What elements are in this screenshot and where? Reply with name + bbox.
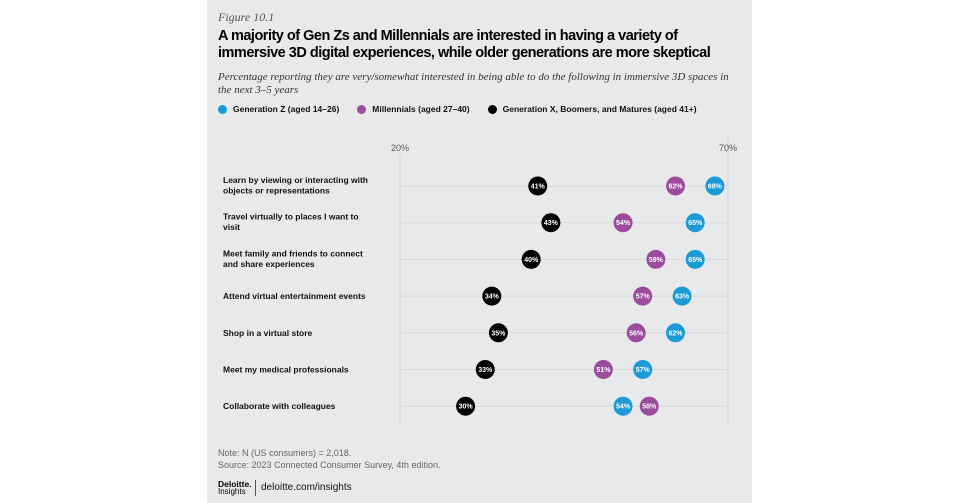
legend-swatch bbox=[357, 104, 367, 114]
data-label: 63% bbox=[675, 294, 690, 301]
category-label: Meet family and friends to connect and sh… bbox=[223, 248, 363, 269]
source-text: Source: 2023 Connected Consumer Survey, … bbox=[218, 460, 441, 470]
data-label: 59% bbox=[649, 257, 664, 264]
figure-label: Figure 10.1 bbox=[218, 10, 275, 24]
data-point bbox=[528, 176, 548, 196]
data-label: 65% bbox=[688, 257, 703, 264]
footer-divider bbox=[255, 480, 256, 496]
data-point bbox=[488, 323, 508, 343]
category-label: Travel virtually to places I want to visi… bbox=[223, 212, 359, 233]
data-label: 51% bbox=[596, 367, 611, 374]
data-point bbox=[521, 249, 541, 269]
data-label: 54% bbox=[616, 404, 631, 411]
legend-label: Generation X, Boomers, and Matures (aged… bbox=[502, 104, 697, 114]
legend: Generation Z (aged 14–26) Millennials (ag… bbox=[218, 104, 697, 114]
data-point bbox=[456, 396, 476, 416]
data-label: 33% bbox=[478, 367, 493, 374]
category-label: Shop in a virtual store bbox=[223, 328, 313, 338]
data-label: 30% bbox=[459, 404, 474, 411]
data-label: 35% bbox=[491, 330, 506, 337]
legend-swatch bbox=[487, 104, 497, 114]
figure-card: Figure 10.1 A majority of Gen Zs and Mil… bbox=[207, 0, 752, 503]
data-point bbox=[613, 396, 633, 416]
data-label: 43% bbox=[544, 220, 559, 227]
legend-item: Generation Z (aged 14–26) bbox=[218, 104, 339, 114]
data-label: 57% bbox=[636, 367, 651, 374]
data-label: 40% bbox=[524, 257, 539, 264]
data-point bbox=[666, 323, 686, 343]
data-point bbox=[626, 323, 646, 343]
data-point bbox=[482, 286, 502, 306]
data-point bbox=[633, 360, 653, 379]
category-label: Meet my medical professionals bbox=[223, 365, 349, 375]
data-point bbox=[593, 360, 613, 379]
chart-subtitle: Percentage reporting they are very/somew… bbox=[218, 71, 729, 96]
data-point bbox=[541, 213, 561, 233]
dot-plot: 20% 70% Learn by viewing or interacting wi… bbox=[223, 135, 737, 425]
data-point bbox=[613, 213, 633, 233]
x-tick-label: 20% bbox=[391, 143, 409, 153]
data-label: 58% bbox=[642, 404, 657, 411]
data-point bbox=[646, 249, 666, 269]
category-label: Learn by viewing or interacting with obje… bbox=[223, 175, 368, 196]
note-text: Note: N (US consumers) = 2,018. bbox=[218, 448, 352, 458]
data-label: 54% bbox=[616, 220, 631, 227]
footnote: Note: N (US consumers) = 2,018. Source: … bbox=[218, 447, 440, 471]
deloitte-insights-logo: Deloitte. Insights bbox=[218, 480, 252, 496]
data-point bbox=[639, 396, 659, 416]
insights-link[interactable]: deloitte.com/insights bbox=[261, 482, 352, 493]
x-tick-label: 70% bbox=[719, 143, 737, 153]
legend-item: Millennials (aged 27–40) bbox=[357, 104, 470, 114]
category-label: Collaborate with colleagues bbox=[223, 401, 336, 411]
data-point bbox=[685, 213, 705, 233]
data-label: 56% bbox=[629, 330, 644, 337]
data-label: 34% bbox=[485, 294, 500, 301]
data-label: 65% bbox=[688, 220, 703, 227]
chart-title: A majority of Gen Zs and Millennials are… bbox=[218, 28, 711, 61]
legend-label: Generation Z (aged 14–26) bbox=[233, 104, 340, 114]
category-label: Attend virtual entertainment events bbox=[223, 291, 366, 301]
data-point bbox=[475, 360, 495, 379]
data-point bbox=[705, 176, 725, 196]
data-point bbox=[666, 176, 686, 196]
data-point bbox=[633, 286, 653, 306]
data-label: 62% bbox=[669, 184, 684, 191]
data-label: 41% bbox=[531, 184, 546, 191]
data-point bbox=[685, 249, 705, 269]
legend-swatch bbox=[218, 104, 227, 114]
data-label: 57% bbox=[636, 294, 651, 301]
logo-line2: Insights bbox=[218, 487, 246, 496]
legend-label: Millennials (aged 27–40) bbox=[372, 104, 470, 114]
logo-line1: Deloitte. bbox=[218, 479, 252, 489]
legend-item: Generation X, Boomers, and Matures (aged… bbox=[487, 104, 697, 114]
data-label: 68% bbox=[708, 184, 723, 191]
data-label: 62% bbox=[669, 330, 684, 337]
data-point bbox=[672, 286, 692, 306]
